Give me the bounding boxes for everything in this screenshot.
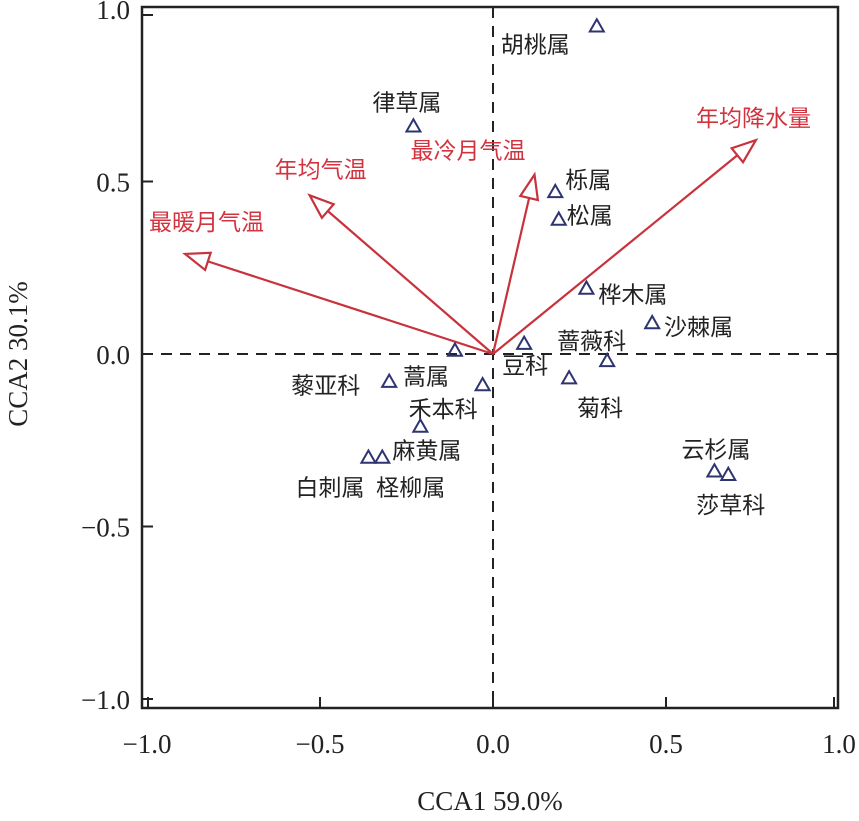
taxon-label: 桦木属 [598, 282, 667, 308]
taxon-label: 云杉属 [681, 437, 750, 463]
x-tick-label: −0.5 [296, 729, 345, 759]
x-tick-label: −1.0 [123, 729, 172, 759]
taxon-label: 蒿属 [403, 365, 449, 391]
env-label: 年均降水量 [696, 106, 811, 132]
env-vectors: 最暖月气温 年均气温 最冷月气温 年均降水量 [149, 106, 811, 356]
env-arrow-line [491, 197, 531, 355]
taxon-triangle [705, 462, 724, 478]
y-tick-label: 0.5 [96, 168, 130, 198]
taxon-label: 豆科 [502, 354, 548, 380]
taxon-triangle [588, 17, 606, 33]
taxon-triangle [404, 117, 423, 133]
env-arrow-head [729, 138, 759, 165]
env-arrow-head [307, 193, 336, 220]
taxon-label: 胡桃属 [501, 32, 570, 58]
taxon-label: 藜亚科 [291, 374, 360, 400]
x-axis-title: CCA1 59.0% [417, 786, 563, 816]
plot-frame [140, 5, 840, 710]
y-axis-title: CCA2 30.1% [3, 281, 33, 427]
taxon-label: 菊科 [577, 396, 623, 422]
taxon-triangle [719, 465, 738, 481]
axes: −1.0 −0.5 0.0 0.5 1.0 −1.0 −0.5 0.0 0.5 1.0 [81, 0, 856, 759]
taxon-triangle [380, 372, 398, 388]
x-tick-label: 0.5 [649, 729, 683, 759]
taxon-triangle [643, 313, 661, 330]
taxon-label: 沙棘属 [664, 315, 733, 341]
taxon-label: 麻黄属 [392, 438, 461, 464]
taxon-label: 栎属 [565, 168, 611, 194]
taxon-triangle [373, 448, 392, 464]
taxon-triangle [550, 210, 568, 226]
env-arrow-line [327, 210, 494, 355]
taxon-triangle [359, 448, 378, 464]
taxon-label: 柽柳属 [376, 476, 445, 502]
taxon-label: 白刺属 [295, 476, 364, 502]
y-tick-label: 0.0 [96, 340, 130, 370]
taxon-triangle [598, 351, 616, 368]
taxon-label: 禾本科 [409, 397, 478, 423]
taxon-triangle [560, 369, 578, 385]
env-arrow-line [207, 260, 494, 356]
taxon-triangle [515, 334, 533, 350]
taxon-triangle [473, 376, 492, 392]
taxon-triangle [411, 417, 430, 433]
x-tick-label: 1.0 [822, 729, 856, 759]
x-tick-label: 0.0 [476, 729, 510, 759]
env-arrow-head [518, 171, 540, 202]
env-label: 最暖月气温 [149, 210, 264, 236]
taxon-label: 蔷薇科 [557, 329, 626, 355]
env-arrow-line [492, 154, 739, 355]
taxon-triangle [546, 182, 565, 199]
y-tick-label: 1.0 [96, 0, 130, 25]
env-arrow-head [182, 251, 213, 272]
taxon-label: 松属 [567, 203, 613, 229]
y-tick-label: −0.5 [81, 513, 130, 543]
taxon-label: 莎草科 [696, 493, 765, 519]
env-label: 年均气温 [275, 157, 367, 183]
y-tick-label: −1.0 [81, 685, 130, 715]
taxon-triangle [577, 279, 596, 295]
env-label: 最冷月气温 [411, 139, 526, 165]
taxon-triangle [446, 341, 464, 357]
taxon-label: 律草属 [372, 90, 441, 116]
